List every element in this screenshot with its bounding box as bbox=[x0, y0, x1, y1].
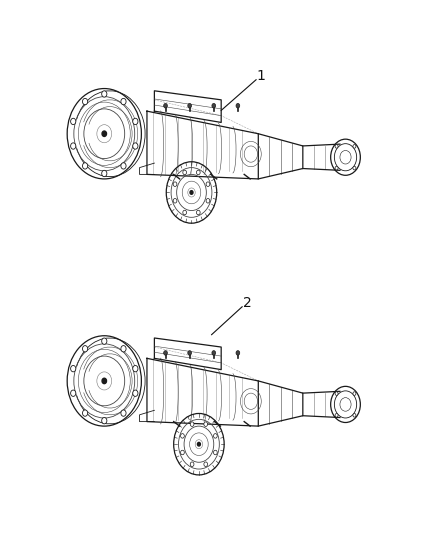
Text: 2: 2 bbox=[243, 296, 252, 310]
Circle shape bbox=[197, 210, 200, 215]
Circle shape bbox=[164, 351, 167, 355]
Circle shape bbox=[102, 417, 107, 424]
Circle shape bbox=[82, 410, 88, 416]
Circle shape bbox=[164, 103, 167, 108]
Circle shape bbox=[102, 131, 106, 136]
Circle shape bbox=[206, 182, 210, 187]
Circle shape bbox=[71, 143, 76, 149]
Circle shape bbox=[335, 166, 338, 170]
Circle shape bbox=[121, 163, 126, 169]
Circle shape bbox=[353, 166, 356, 170]
Circle shape bbox=[335, 144, 338, 148]
Circle shape bbox=[188, 351, 191, 355]
Circle shape bbox=[180, 450, 184, 455]
Circle shape bbox=[121, 410, 126, 416]
Circle shape bbox=[353, 144, 356, 148]
Circle shape bbox=[133, 143, 138, 149]
Circle shape bbox=[133, 366, 138, 372]
Circle shape bbox=[173, 182, 177, 187]
Circle shape bbox=[236, 103, 240, 108]
Circle shape bbox=[121, 99, 126, 104]
Circle shape bbox=[102, 171, 107, 176]
Circle shape bbox=[71, 390, 76, 397]
Circle shape bbox=[212, 351, 215, 355]
Circle shape bbox=[180, 434, 184, 438]
Circle shape bbox=[173, 198, 177, 203]
Circle shape bbox=[133, 390, 138, 397]
Circle shape bbox=[121, 345, 126, 352]
Circle shape bbox=[188, 103, 191, 108]
Circle shape bbox=[82, 99, 88, 104]
Circle shape bbox=[102, 338, 107, 344]
Circle shape bbox=[82, 345, 88, 352]
Circle shape bbox=[206, 198, 210, 203]
Circle shape bbox=[236, 351, 240, 355]
Circle shape bbox=[353, 392, 356, 395]
Circle shape bbox=[212, 103, 215, 108]
Circle shape bbox=[335, 414, 338, 417]
Circle shape bbox=[71, 118, 76, 125]
Circle shape bbox=[82, 163, 88, 169]
Circle shape bbox=[190, 422, 194, 426]
Circle shape bbox=[197, 170, 200, 175]
Circle shape bbox=[71, 366, 76, 372]
Circle shape bbox=[198, 442, 201, 446]
Circle shape bbox=[190, 462, 194, 466]
Circle shape bbox=[183, 210, 187, 215]
Circle shape bbox=[204, 422, 208, 426]
Circle shape bbox=[133, 118, 138, 125]
Circle shape bbox=[183, 170, 187, 175]
Circle shape bbox=[102, 91, 107, 97]
Circle shape bbox=[335, 392, 338, 395]
Circle shape bbox=[213, 434, 217, 438]
Text: 1: 1 bbox=[257, 69, 266, 83]
Circle shape bbox=[190, 191, 193, 195]
Circle shape bbox=[353, 414, 356, 417]
Circle shape bbox=[204, 462, 208, 466]
Circle shape bbox=[213, 450, 217, 455]
Circle shape bbox=[102, 378, 106, 384]
